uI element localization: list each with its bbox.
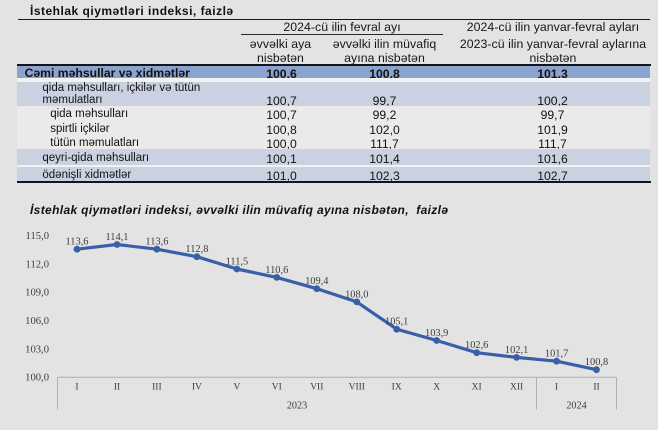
svg-text:VII: VII	[310, 383, 323, 393]
svg-text:XI: XI	[472, 383, 482, 393]
svg-text:2024: 2024	[566, 401, 586, 412]
svg-text:115,0: 115,0	[26, 231, 49, 242]
svg-text:IV: IV	[192, 383, 202, 393]
svg-text:111,5: 111,5	[226, 257, 249, 268]
svg-text:2023: 2023	[287, 401, 307, 412]
svg-text:IX: IX	[392, 383, 402, 393]
svg-text:113,6: 113,6	[145, 237, 168, 248]
svg-text:106,0: 106,0	[25, 316, 49, 327]
svg-text:103,0: 103,0	[25, 344, 49, 355]
svg-text:102,1: 102,1	[505, 345, 528, 356]
svg-text:102,6: 102,6	[465, 340, 488, 351]
svg-text:101,7: 101,7	[545, 349, 568, 360]
svg-text:VIII: VIII	[349, 383, 365, 393]
svg-text:V: V	[233, 383, 240, 393]
svg-text:100,8: 100,8	[585, 357, 608, 368]
svg-text:108,0: 108,0	[345, 289, 368, 300]
svg-text:110,6: 110,6	[265, 265, 288, 276]
svg-text:113,6: 113,6	[66, 237, 89, 248]
svg-text:III: III	[152, 383, 162, 393]
svg-text:X: X	[433, 383, 440, 393]
svg-text:109,0: 109,0	[25, 288, 49, 299]
svg-text:XII: XII	[510, 383, 523, 393]
svg-text:II: II	[593, 383, 599, 393]
svg-text:105,1: 105,1	[385, 317, 408, 328]
svg-text:II: II	[114, 383, 120, 393]
svg-text:VI: VI	[272, 383, 282, 393]
svg-text:100,0: 100,0	[25, 373, 49, 384]
svg-text:I: I	[75, 383, 78, 393]
svg-text:114,1: 114,1	[106, 232, 129, 243]
svg-text:I: I	[555, 383, 558, 393]
svg-text:112,8: 112,8	[185, 244, 208, 255]
svg-text:112,0: 112,0	[26, 259, 49, 270]
svg-text:103,9: 103,9	[425, 328, 448, 339]
svg-text:109,4: 109,4	[305, 276, 329, 287]
